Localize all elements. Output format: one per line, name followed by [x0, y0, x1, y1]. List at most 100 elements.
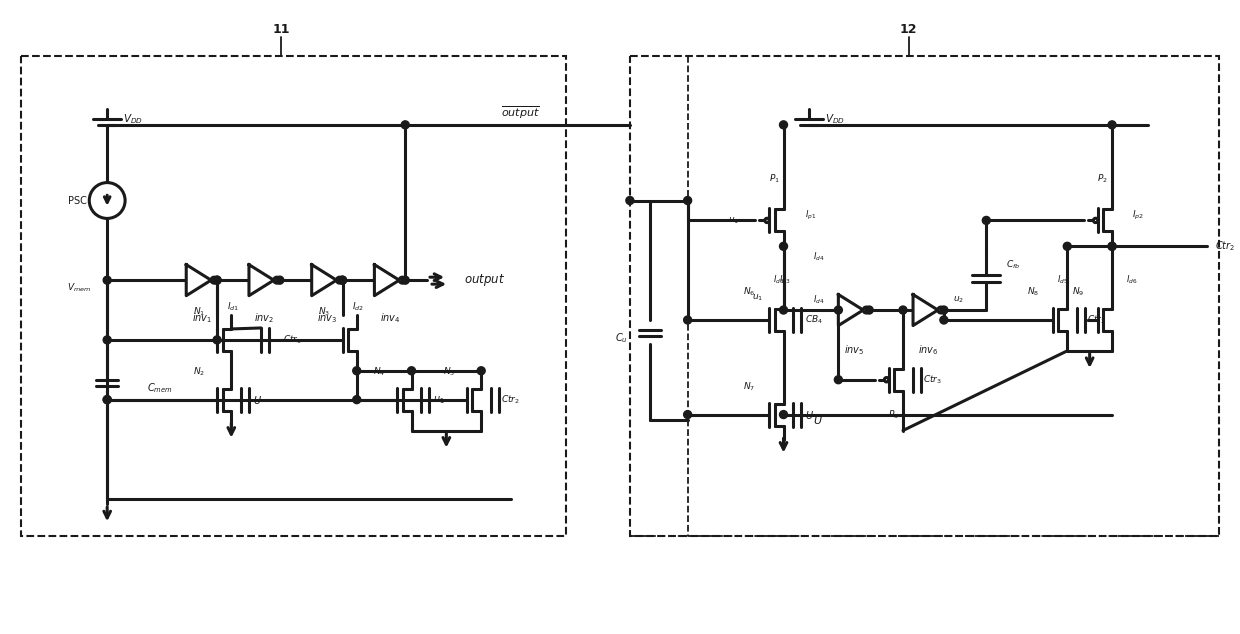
- Text: $I_{p2}$: $I_{p2}$: [1132, 209, 1145, 222]
- Circle shape: [863, 307, 869, 313]
- Text: $U$: $U$: [806, 408, 815, 420]
- Circle shape: [626, 197, 634, 205]
- Circle shape: [683, 411, 692, 418]
- Text: $output$: $output$: [464, 272, 506, 288]
- Circle shape: [213, 276, 221, 284]
- Text: $inv_2$: $inv_2$: [254, 311, 274, 325]
- Circle shape: [339, 276, 346, 284]
- Text: $inv_1$: $inv_1$: [192, 311, 212, 325]
- Text: $I_{d3}$: $I_{d3}$: [779, 274, 791, 287]
- Circle shape: [835, 376, 842, 384]
- Polygon shape: [249, 264, 274, 295]
- Circle shape: [402, 276, 409, 284]
- Text: $I_{d6}$: $I_{d6}$: [1126, 274, 1138, 287]
- Text: $N_4$: $N_4$: [373, 366, 386, 378]
- Circle shape: [884, 377, 889, 382]
- Text: $I_{d4}$: $I_{d4}$: [813, 250, 825, 262]
- Circle shape: [275, 276, 284, 284]
- Text: $N_2$: $N_2$: [193, 366, 205, 378]
- Text: 12: 12: [900, 23, 918, 36]
- Text: $inv_5$: $inv_5$: [843, 343, 864, 357]
- Text: $N_8$: $N_8$: [1027, 286, 1039, 299]
- Text: $P_1$: $P_1$: [769, 172, 780, 185]
- Text: $V_{mem}$: $V_{mem}$: [67, 282, 92, 294]
- Text: 11: 11: [273, 23, 290, 36]
- Text: $V_{DD}$: $V_{DD}$: [825, 112, 844, 126]
- Text: $u_1$: $u_1$: [434, 394, 445, 406]
- Circle shape: [274, 277, 280, 283]
- Text: $Ctr_3$: $Ctr_3$: [923, 373, 942, 386]
- Text: $Ctr_0$: $Ctr_0$: [283, 333, 303, 346]
- Bar: [21, 56, 567, 536]
- Text: $N_9$: $N_9$: [1071, 286, 1084, 299]
- Text: $Ctr_3$: $Ctr_3$: [1087, 314, 1106, 327]
- Text: $I_{d3}$: $I_{d3}$: [773, 274, 784, 287]
- Circle shape: [211, 277, 217, 283]
- Text: $N_1$: $N_1$: [193, 306, 206, 318]
- Text: $U$: $U$: [813, 413, 823, 425]
- Circle shape: [352, 396, 361, 404]
- Circle shape: [780, 242, 787, 250]
- Text: $N_3$: $N_3$: [319, 306, 331, 318]
- Text: $N_5$: $N_5$: [443, 366, 455, 378]
- Circle shape: [835, 306, 842, 314]
- Text: $C_{mem}$: $C_{mem}$: [148, 381, 172, 394]
- Circle shape: [1063, 242, 1071, 250]
- Text: $C_u$: $C_u$: [615, 331, 627, 345]
- Bar: [630, 56, 1219, 536]
- Circle shape: [982, 216, 991, 224]
- Polygon shape: [186, 264, 211, 295]
- Text: $P_3$: $P_3$: [888, 408, 899, 421]
- Circle shape: [765, 218, 769, 223]
- Text: $I_{d2}$: $I_{d2}$: [352, 301, 365, 313]
- Text: $Ctr_2$: $Ctr_2$: [1215, 240, 1235, 253]
- Circle shape: [780, 121, 787, 129]
- Text: $N_7$: $N_7$: [743, 380, 755, 393]
- Circle shape: [336, 277, 342, 283]
- Circle shape: [339, 276, 346, 284]
- Circle shape: [683, 316, 692, 324]
- Text: $CB_4$: $CB_4$: [806, 314, 823, 327]
- Polygon shape: [374, 264, 399, 295]
- Circle shape: [477, 367, 485, 375]
- Polygon shape: [838, 295, 863, 326]
- Polygon shape: [311, 264, 336, 295]
- Text: $C_{fb}$: $C_{fb}$: [1006, 259, 1021, 271]
- Circle shape: [399, 277, 405, 283]
- Circle shape: [408, 367, 415, 375]
- Circle shape: [103, 276, 112, 284]
- Circle shape: [1094, 218, 1097, 223]
- Circle shape: [103, 396, 112, 404]
- Circle shape: [937, 307, 944, 313]
- Text: $Ctr_2$: $Ctr_2$: [501, 393, 520, 406]
- Polygon shape: [913, 295, 937, 326]
- Text: $u_1$: $u_1$: [728, 215, 739, 226]
- Circle shape: [683, 197, 692, 205]
- Text: $V_{DD}$: $V_{DD}$: [123, 112, 143, 126]
- Circle shape: [352, 367, 361, 375]
- Text: $N_6$: $N_6$: [743, 286, 755, 299]
- Text: $I_{d1}$: $I_{d1}$: [227, 301, 239, 313]
- Circle shape: [103, 336, 112, 344]
- Circle shape: [780, 306, 787, 314]
- Circle shape: [1109, 242, 1116, 250]
- Circle shape: [402, 121, 409, 129]
- Text: $inv_3$: $inv_3$: [317, 311, 337, 325]
- Text: $\overline{output}$: $\overline{output}$: [501, 105, 539, 121]
- Text: $u_2$: $u_2$: [954, 295, 965, 306]
- Circle shape: [899, 306, 906, 314]
- Text: PSC: PSC: [68, 195, 87, 205]
- Circle shape: [940, 316, 947, 324]
- Text: $U$: $U$: [253, 394, 262, 406]
- Circle shape: [213, 276, 221, 284]
- Circle shape: [103, 396, 112, 404]
- Circle shape: [213, 336, 221, 344]
- Circle shape: [89, 183, 125, 219]
- Circle shape: [940, 306, 947, 314]
- Text: $I_{d4}$: $I_{d4}$: [812, 294, 825, 306]
- Text: $I_{p1}$: $I_{p1}$: [806, 209, 817, 222]
- Circle shape: [1109, 242, 1116, 250]
- Text: $inv_4$: $inv_4$: [379, 311, 401, 325]
- Circle shape: [1109, 121, 1116, 129]
- Text: $P_2$: $P_2$: [1097, 172, 1109, 185]
